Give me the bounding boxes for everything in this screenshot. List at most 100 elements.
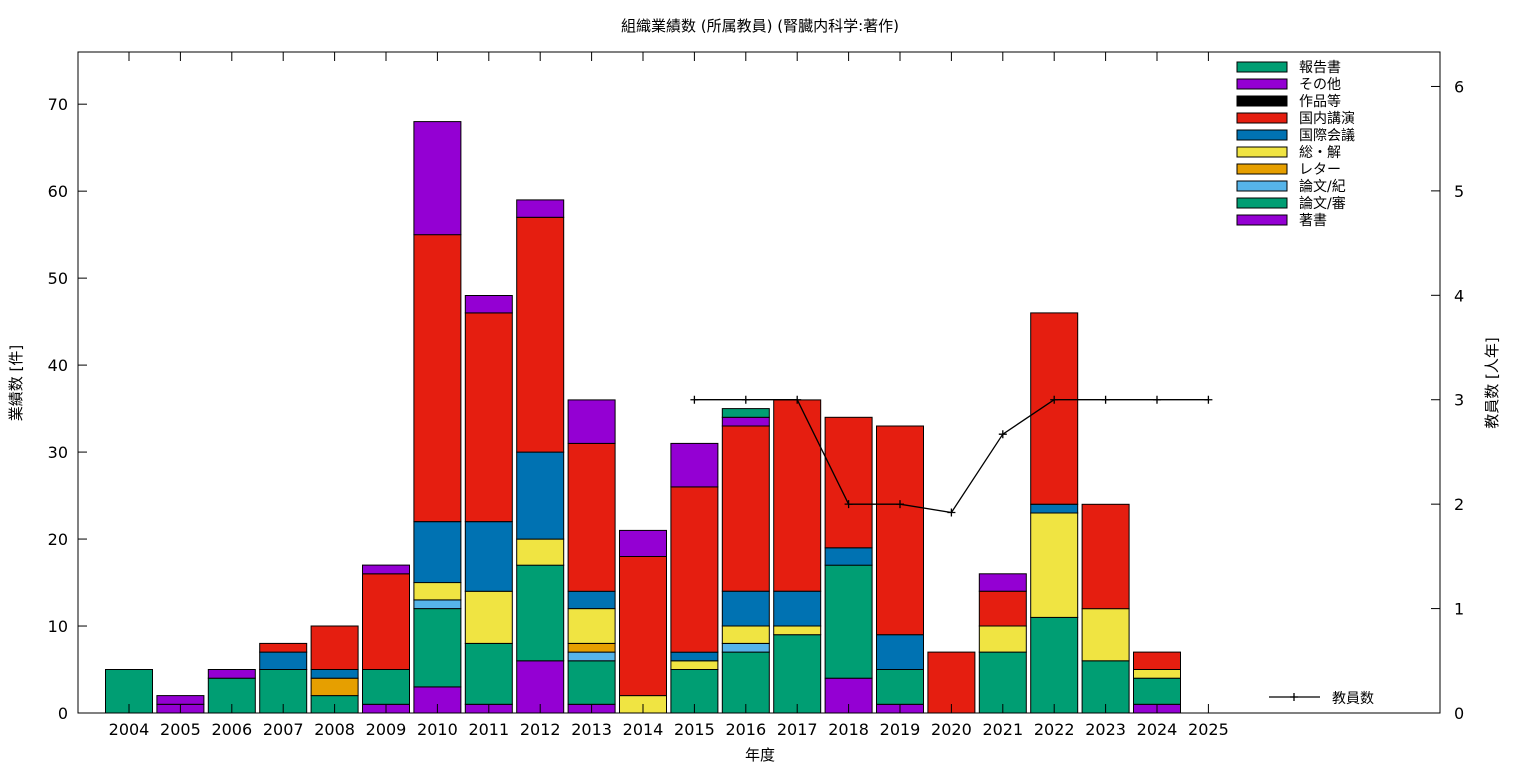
bar-segment-2009-1 (362, 669, 410, 705)
bar-segment-2016-6 (721, 425, 770, 592)
bar-segment-2017-5 (773, 590, 822, 627)
bar-segment-2015-5 (670, 651, 719, 662)
bar-segment-2015-4 (670, 660, 719, 670)
bar-segment-2010-4 (413, 582, 462, 601)
bar-segment-2018-5 (824, 547, 873, 566)
x-tick-label: 2010 (417, 720, 458, 739)
bar-segment-2007-5 (259, 651, 308, 670)
bar-segment-2023-4 (1081, 608, 1130, 662)
bar-segment-2012-8 (516, 199, 565, 218)
bar-segment-2013-5 (567, 590, 616, 610)
y-tick-label: 20 (48, 530, 68, 549)
y-axis-right: 0 1 2 3 4 5 6 (1431, 77, 1464, 723)
bar-segment-2010-2 (413, 599, 462, 610)
x-tick-label: 2009 (366, 720, 407, 739)
y-tick-label: 50 (48, 269, 68, 288)
bar-segment-2022-4 (1030, 512, 1079, 618)
bar-segment-2012-4 (516, 538, 565, 566)
legend-swatch (1236, 146, 1288, 158)
y2-axis-label: 教員数 [人年] (1483, 337, 1501, 428)
bar-segment-2013-1 (567, 660, 616, 705)
bar-segment-2017-1 (773, 634, 822, 714)
bar-segment-2023-6 (1081, 503, 1130, 610)
bar-segment-2011-8 (464, 295, 513, 314)
bar-segment-2024-6 (1133, 651, 1181, 670)
y2-tick-label: 0 (1454, 704, 1464, 723)
y2-tick-label: 5 (1454, 182, 1464, 201)
x-tick-label: 2022 (1034, 720, 1075, 739)
bar-segment-2016-5 (721, 590, 770, 627)
legend-label: 論文/紀 (1299, 179, 1346, 195)
faculty-line (694, 399, 1209, 514)
bar-segment-2018-1 (824, 564, 873, 679)
bar-segment-2011-1 (464, 642, 513, 705)
faculty-point (1050, 395, 1059, 404)
bar-segment-2021-1 (978, 651, 1027, 714)
bar-segment-2022-1 (1030, 616, 1079, 714)
legend-swatch (1236, 163, 1288, 175)
bar-segment-2013-6 (567, 442, 616, 592)
x-tick-label: 2008 (314, 720, 355, 739)
legend-swatch (1236, 214, 1288, 226)
bar-segment-2019-5 (876, 634, 924, 671)
bar-segment-2008-3 (310, 677, 359, 697)
bar-segment-2011-6 (464, 312, 513, 523)
y2-tick-label: 6 (1454, 77, 1464, 96)
bar-segment-2021-8 (978, 573, 1027, 592)
bar-segment-2011-4 (464, 590, 513, 644)
bar-segment-2005-8 (156, 695, 205, 705)
x-tick-label: 2018 (828, 720, 869, 739)
x-tick-label: 2012 (520, 720, 561, 739)
x-tick-label: 2015 (674, 720, 715, 739)
bar-segment-2015-8 (670, 442, 719, 488)
bar-segment-2008-5 (310, 669, 359, 679)
y-tick-label: 30 (48, 443, 68, 462)
bar-segment-2016-8 (721, 416, 770, 427)
legend-label: レター (1299, 162, 1341, 178)
bar-segment-2013-8 (567, 399, 616, 444)
bar-segment-2018-6 (824, 416, 873, 549)
bar-segment-2009-6 (362, 573, 410, 670)
x-tick-label: 2014 (623, 720, 664, 739)
bar-segment-2007-6 (259, 642, 308, 653)
y-tick-label: 70 (48, 95, 68, 114)
faculty-point (844, 500, 853, 509)
x-tick-label: 2005 (160, 720, 201, 739)
y-tick-label: 0 (58, 704, 68, 723)
legend-label: 作品等 (1299, 93, 1341, 110)
bar-segment-2024-1 (1133, 677, 1181, 705)
bar-segment-2006-8 (207, 669, 256, 679)
y2-tick-label: 1 (1454, 600, 1464, 619)
faculty-point (998, 430, 1007, 439)
line-legend-label: 教員数 (1332, 691, 1374, 707)
x-tick-label: 2004 (109, 720, 150, 739)
faculty-point (690, 395, 699, 404)
bar-segment-2012-1 (516, 564, 565, 662)
faculty-point (1153, 395, 1161, 404)
line-legend-marker (1290, 693, 1298, 701)
bar-segment-2013-3 (567, 642, 616, 653)
bar-segment-2013-4 (567, 608, 616, 644)
bar-segment-2010-5 (413, 521, 462, 584)
x-tick-label: 2016 (725, 720, 766, 739)
x-tick-label: 2024 (1137, 720, 1178, 739)
x-tick-label: 2023 (1085, 720, 1126, 739)
bar-segment-2014-8 (619, 529, 667, 558)
bar-segment-2017-6 (773, 399, 822, 592)
bar-segment-2009-8 (362, 564, 410, 575)
bar-segment-2015-6 (670, 486, 719, 653)
bar-segment-2012-5 (516, 451, 565, 540)
y2-tick-label: 4 (1454, 286, 1464, 305)
legend-swatch (1236, 61, 1288, 73)
faculty-line-layer (690, 395, 1213, 517)
x-tick-label: 2006 (211, 720, 252, 739)
bar-segment-2016-2 (721, 642, 770, 653)
legend-label: 論文/審 (1299, 196, 1346, 212)
plot-frame (77, 51, 1441, 714)
y2-tick-label: 3 (1454, 391, 1464, 410)
x-tick-label: 2025 (1188, 720, 1229, 739)
x-tick-label: 2021 (982, 720, 1023, 739)
legend-label: その他 (1299, 77, 1341, 93)
